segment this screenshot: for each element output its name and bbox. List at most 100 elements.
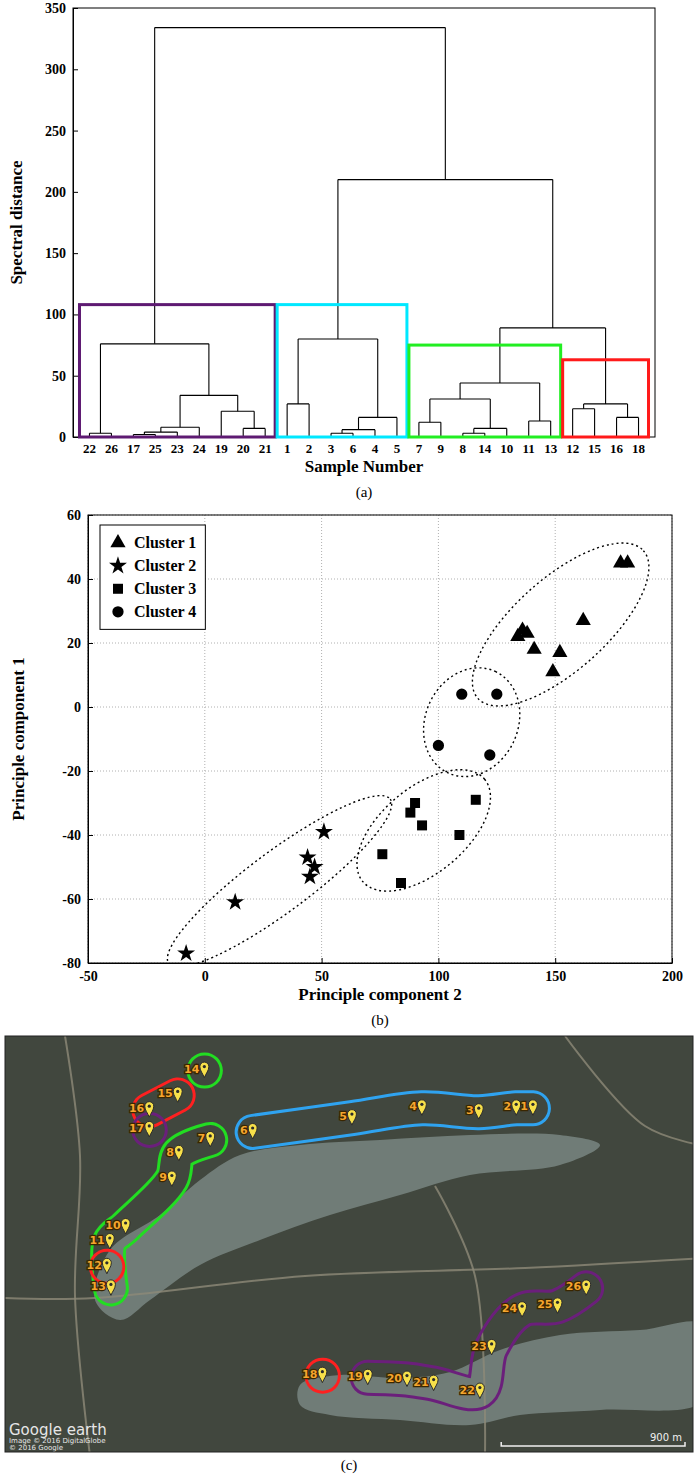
marker-dot <box>321 1370 324 1373</box>
marker-label: 17 <box>129 1122 144 1135</box>
link <box>338 180 553 339</box>
figure: 0501001502002503003502226172523241920211… <box>0 0 698 1478</box>
axis-title: Sample Number <box>305 457 424 476</box>
tick-mark <box>73 253 78 254</box>
plot-frame <box>73 8 655 437</box>
marker <box>105 1234 114 1250</box>
tick-mark <box>88 771 93 772</box>
marker <box>145 1102 154 1118</box>
point <box>177 944 195 961</box>
leaf-label: 3 <box>328 441 335 456</box>
plot-area <box>151 516 672 963</box>
marker-label: 25 <box>537 1298 552 1311</box>
legend-marker <box>110 534 125 547</box>
tick-mark <box>205 958 206 963</box>
axis-line <box>89 963 673 964</box>
point <box>552 644 567 657</box>
leaf-label: 18 <box>632 441 646 456</box>
marker-pin <box>402 1371 411 1387</box>
tick-label: 300 <box>45 62 66 77</box>
marker <box>145 1121 154 1137</box>
axis: 050100150200250300350 <box>45 1 78 445</box>
tick-label: 100 <box>45 307 66 322</box>
tick-label: -50 <box>79 969 98 984</box>
leaf-label: 8 <box>460 441 467 456</box>
tick: 150 <box>45 246 78 261</box>
link <box>584 404 628 417</box>
tick-mark <box>88 963 93 964</box>
link <box>529 421 551 437</box>
series <box>433 689 503 761</box>
marker-label: 16 <box>129 1102 145 1115</box>
tick-mark <box>88 835 93 836</box>
tick: 40 <box>67 572 93 587</box>
point <box>315 822 333 839</box>
tick-label: 200 <box>45 185 66 200</box>
leaf-label: 1 <box>284 441 291 456</box>
leaf-label: 6 <box>350 441 357 456</box>
marker <box>475 1383 484 1399</box>
markers <box>102 1062 590 1398</box>
leaf-label: 14 <box>478 441 492 456</box>
link <box>359 417 397 437</box>
plot-frame <box>88 515 672 963</box>
marker-dot <box>420 1103 423 1106</box>
marker-dot <box>585 1283 588 1286</box>
tick: 60 <box>67 508 93 523</box>
map-area <box>5 1036 693 1452</box>
marker-pin <box>347 1110 356 1126</box>
cluster-outline <box>5 1036 693 1452</box>
marker-dot <box>124 1221 127 1224</box>
tick-label: 0 <box>74 700 81 715</box>
point <box>471 795 481 805</box>
tick-label: 0 <box>59 430 66 445</box>
marker-label: 1 <box>520 1100 528 1113</box>
marker-dot <box>108 1236 111 1239</box>
caption: (b) <box>371 1012 389 1029</box>
marker-pin <box>206 1131 215 1147</box>
axis-line <box>88 516 89 964</box>
cluster-box <box>79 305 275 437</box>
tick: 0 <box>59 430 78 445</box>
link <box>573 409 595 437</box>
leaf-label: 21 <box>259 441 272 456</box>
cluster-ellipse <box>335 747 512 915</box>
marker-dot <box>148 1105 151 1108</box>
marker-label: 22 <box>460 1384 475 1397</box>
marker-pin <box>145 1121 154 1137</box>
tick-label: 200 <box>662 969 683 984</box>
scale-bar: 900 m <box>501 1432 685 1446</box>
marker-pin <box>121 1218 130 1234</box>
leaf-label: 10 <box>500 441 513 456</box>
marker-dot <box>477 1107 480 1110</box>
marker-label: 7 <box>198 1132 206 1145</box>
marker-label: 24 <box>502 1302 518 1315</box>
marker <box>121 1218 130 1234</box>
tick-mark <box>88 643 93 644</box>
axis-title: Principle component 1 <box>9 657 28 820</box>
marker-dot <box>109 1283 112 1286</box>
marker-pin <box>167 1171 176 1187</box>
leaf-label: 16 <box>610 441 624 456</box>
marker-dot <box>251 1126 254 1129</box>
marker-dot <box>520 1305 523 1308</box>
tick: -80 <box>62 956 93 971</box>
marker <box>106 1280 115 1296</box>
marker-pin <box>106 1280 115 1296</box>
marker-label: 20 <box>387 1372 403 1385</box>
tick-label: 20 <box>67 636 81 651</box>
axis-title: Principle component 2 <box>298 985 461 1004</box>
marker-label: 6 <box>240 1124 248 1137</box>
point <box>484 749 495 760</box>
tick: -40 <box>62 828 93 843</box>
marker-label: 26 <box>566 1280 582 1293</box>
point <box>396 878 406 888</box>
leaf-labels: 2226172523241920211236457981410111312151… <box>83 441 646 456</box>
marker-label: 15 <box>157 1087 172 1100</box>
axis: -80-60-40-200204060 <box>62 508 93 971</box>
marker-label: 18 <box>302 1368 317 1381</box>
tick: 0 <box>74 700 93 715</box>
tick-label: 250 <box>45 124 66 139</box>
leaf-label: 2 <box>306 441 313 456</box>
tick-label: -60 <box>62 892 81 907</box>
